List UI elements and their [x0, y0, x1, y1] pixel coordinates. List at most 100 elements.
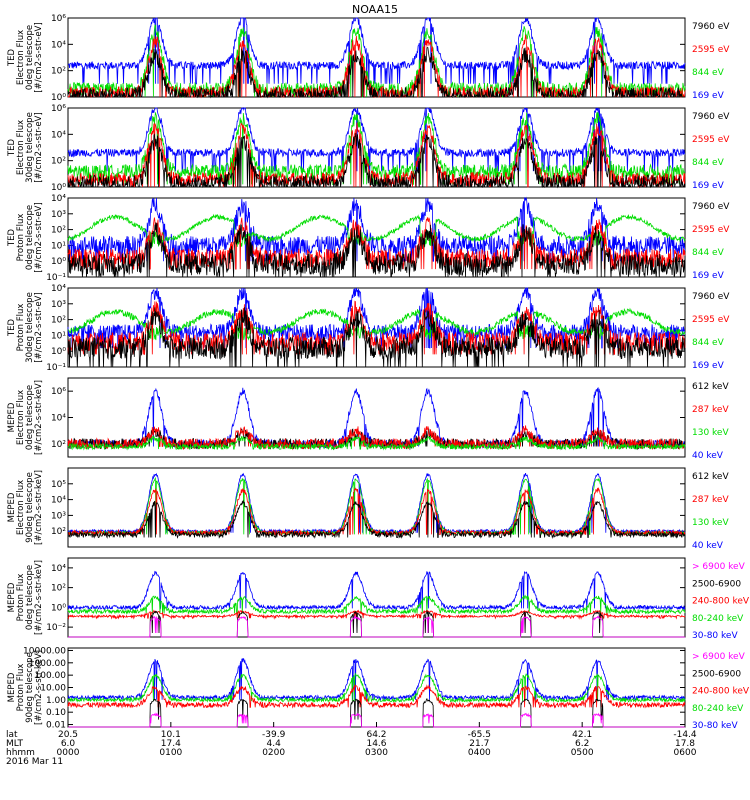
- panel-8: 0.010.101.0010.00100.001000.0010000.00ME…: [7, 646, 750, 731]
- legend-entry: 169 eV: [692, 181, 725, 191]
- x-tick-label: -65.5: [468, 730, 491, 740]
- y-axis-label-line: 0deg telescope: [25, 385, 35, 450]
- y-axis-label-line: 30deg telescope: [25, 292, 35, 363]
- y-tick-label: 10²: [51, 527, 66, 537]
- y-axis-label: MEPEDElectron Flux0deg telescope[#/cm2-s…: [7, 380, 44, 455]
- y-tick-label: 10⁶: [51, 387, 66, 397]
- y-tick-label: 10²: [51, 316, 66, 326]
- series-trace-green: [67, 213, 686, 248]
- panel-frame: [67, 467, 686, 548]
- x-tick-label: 0400: [468, 748, 491, 758]
- y-tick-label: 10³: [51, 511, 66, 521]
- y-tick-label: 10⁴: [51, 40, 66, 50]
- y-tick-label: 10²: [51, 226, 66, 236]
- legend-entry: 2500-6900: [692, 669, 741, 679]
- y-tick-label: 10⁰: [51, 603, 66, 613]
- x-tick-label: 0100: [159, 748, 182, 758]
- legend-entry: 2595 eV: [692, 225, 730, 235]
- y-axis-label: MEPEDProton Flux0deg telescope[#/cm2-s-s…: [7, 560, 44, 635]
- y-axis-label-line: Proton Flux: [16, 214, 26, 262]
- y-tick-label: 10⁴: [51, 130, 66, 140]
- legend-entry: 7960 eV: [692, 22, 730, 32]
- y-axis-label-line: [#/cm2-s-str-keV]: [34, 470, 44, 545]
- series-trace-blue: [67, 17, 686, 85]
- y-tick-label: 10⁻¹: [46, 273, 66, 283]
- panel-frame: [67, 197, 686, 278]
- y-tick-label: 10⁴: [51, 564, 66, 574]
- x-row-label: hhmm: [6, 748, 35, 758]
- y-tick-label: 10⁻²: [46, 623, 66, 633]
- legend-entry: 169 eV: [692, 271, 725, 281]
- y-axis-label: MEPEDElectron Flux90deg telescope[#/cm2-…: [7, 470, 44, 545]
- legend-entry: 612 keV: [692, 472, 729, 482]
- legend-entry: 240-800 keV: [692, 687, 750, 697]
- legend-entry: 7960 eV: [692, 202, 730, 212]
- y-axis-label-line: TED: [7, 318, 17, 337]
- x-tick-label: -39.9: [262, 730, 286, 740]
- y-axis-label: MEPEDProton Flux90deg telescope[#/cm2-s-…: [7, 650, 44, 725]
- y-tick-label: 10000.00: [23, 646, 66, 656]
- x-tick-label: 6.0: [61, 739, 76, 749]
- y-axis-label-line: [#/cm2-s-str-keV]: [34, 380, 44, 455]
- x-row-label: lat: [6, 730, 18, 740]
- series-trace-green: [67, 672, 686, 704]
- chart-title: NOAA15: [352, 3, 398, 16]
- y-tick-label: 10²: [51, 440, 66, 450]
- y-axis-label-line: TED: [7, 138, 17, 157]
- series-trace-red: [67, 122, 686, 188]
- series-trace-green: [67, 435, 686, 451]
- series-trace-red: [67, 34, 686, 99]
- x-tick-label: 0500: [571, 748, 594, 758]
- y-axis-label-line: 90deg telescope: [25, 652, 35, 723]
- y-axis-label-line: [#/cm2-s-str-keV]: [34, 650, 44, 725]
- series-trace-red: [67, 609, 686, 620]
- series-trace-black: [67, 46, 685, 99]
- series-trace-red: [67, 683, 686, 709]
- series-trace-black: [67, 307, 686, 368]
- panel-2: 10⁰ 10² 10⁴ 10⁶ TEDElectron Flux30deg telesc…: [7, 104, 730, 193]
- y-axis-label-line: Proton Flux: [16, 304, 26, 352]
- y-axis-label-line: TED: [7, 228, 17, 247]
- legend-entry: > 6900 keV: [692, 562, 746, 572]
- x-tick-label: 4.4: [267, 739, 282, 749]
- legend-entry: 612 keV: [692, 382, 729, 392]
- y-tick-label: 10⁴: [51, 496, 66, 506]
- series-trace-black: [67, 133, 686, 189]
- legend-entry: 2595 eV: [692, 45, 730, 55]
- series-trace-magenta: [68, 615, 685, 638]
- y-axis-label-line: Electron Flux: [16, 480, 26, 535]
- y-axis-label-line: MEPED: [7, 402, 17, 432]
- panel-3: 10⁻¹ 10⁰ 10¹ 10² 10³ 10⁴ TEDProton Flux0deg te…: [7, 194, 730, 283]
- y-tick-label: 10¹: [51, 331, 66, 341]
- x-axis-labels: lat 20.5 10.1 -39.9 64.2 -65.5 42.1 -14.4 MLT 6.0…: [6, 722, 697, 767]
- y-axis-label-line: [#/cm2-s-str-keV]: [34, 560, 44, 635]
- y-axis-label-line: TED: [7, 48, 17, 67]
- x-tick-label: 17.4: [161, 739, 181, 749]
- panel-4: 10⁻¹ 10⁰ 10¹ 10² 10³ 10⁴ TEDProton Flux30deg t…: [7, 284, 730, 373]
- x-tick-label: 64.2: [366, 730, 386, 740]
- legend-entry: 130 keV: [692, 428, 729, 438]
- y-tick-label: 10⁶: [51, 104, 66, 114]
- series-trace-blue: [67, 658, 686, 702]
- x-row-label: MLT: [6, 739, 24, 749]
- y-tick-label: 10⁰: [51, 183, 66, 193]
- series-trace-green: [67, 307, 686, 341]
- y-axis-label: TEDElectron Flux0deg telescope[#/cm2-s-s…: [7, 22, 44, 92]
- y-tick-label: 10⁰: [51, 257, 66, 267]
- x-tick-label: 21.7: [469, 739, 489, 749]
- y-tick-label: 10.00: [40, 684, 66, 694]
- panel-6: 10² 10³ 10⁴ 10⁵ MEPEDElectron Flux90deg tele…: [7, 467, 729, 551]
- y-axis-label-line: 30deg telescope: [25, 112, 35, 183]
- x-tick-label: 14.6: [366, 739, 386, 749]
- panel-frame: [67, 107, 686, 188]
- y-axis-label-line: 90deg telescope: [25, 472, 35, 543]
- y-axis-label-line: Electron Flux: [16, 390, 26, 445]
- y-axis-label: TEDElectron Flux30deg telescope[#/cm2-s-…: [7, 112, 44, 183]
- series-trace-blue: [67, 107, 686, 172]
- y-tick-label: 0.10: [46, 708, 66, 718]
- legend-entry: 169 eV: [692, 91, 725, 101]
- series-trace-red: [68, 487, 686, 537]
- y-axis-label-line: 0deg telescope: [25, 25, 35, 90]
- legend-entry: 40 keV: [692, 451, 724, 461]
